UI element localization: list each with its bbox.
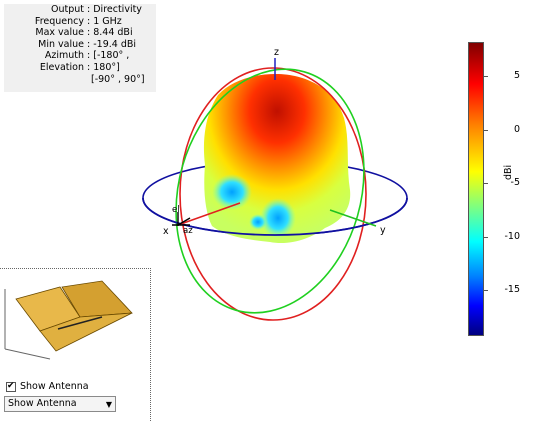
colorbar-tick-label: -5 — [510, 177, 520, 188]
triad-diagonal — [177, 217, 191, 226]
colorbar-tick — [484, 76, 488, 77]
info-value: 180°] — [93, 61, 120, 73]
antenna-display-dropdown[interactable]: Show Antenna ▼ — [4, 396, 116, 412]
colorbar-unit-label: dBi — [503, 164, 514, 180]
antenna-preview-panel — [0, 268, 151, 421]
null-region-center — [260, 198, 296, 238]
z-axis-label: z — [274, 47, 279, 58]
info-row-elevation: Elevation: 180°] — [4, 62, 156, 74]
dipole-feed — [57, 316, 103, 330]
colorbar-tick — [484, 237, 488, 238]
colorbar-tick-label: -15 — [504, 284, 520, 295]
x-axis-label: x — [163, 226, 169, 237]
colorbar-tick — [484, 290, 488, 291]
reflector-bottom-plate — [39, 312, 133, 352]
show-antenna-checkbox-label: Show Antenna — [20, 381, 89, 392]
info-value: 1 GHz — [93, 15, 122, 27]
info-value: -19.4 dBi — [93, 38, 137, 50]
checkbox-box[interactable] — [6, 381, 16, 392]
antenna-model — [4, 280, 133, 360]
info-value: 8.44 dBi — [93, 27, 133, 39]
show-antenna-checkbox[interactable]: Show Antenna — [6, 381, 89, 392]
info-key: Min value — [38, 38, 84, 50]
info-row-min: Min value: -19.4 dBi — [4, 39, 156, 51]
info-row-frequency: Frequency: 1 GHz — [4, 16, 156, 28]
info-key: Elevation — [39, 61, 84, 73]
dropdown-value: Show Antenna — [8, 398, 77, 409]
x-axis — [177, 202, 241, 226]
null-region-small — [249, 214, 267, 230]
colorbar-tick — [484, 130, 488, 131]
elevation-ring-red — [179, 67, 367, 321]
info-value: [-180° , — [93, 50, 130, 62]
info-row-max: Max value: 8.44 dBi — [4, 27, 156, 39]
info-row-azimuth: Azimuth: [-180° , — [4, 50, 156, 62]
info-key: Max value — [35, 27, 84, 39]
triad-az-label: az — [183, 226, 193, 236]
azimuth-ring-front — [142, 197, 408, 236]
y-axis-label: y — [380, 225, 386, 236]
info-key: Output — [51, 4, 84, 15]
info-key: Azimuth — [44, 50, 84, 62]
chevron-down-icon[interactable]: ▼ — [105, 400, 112, 409]
info-panel: Output: Directivity Frequency: 1 GHz Max… — [4, 4, 156, 92]
colorbar-tick — [484, 183, 488, 184]
null-region-left — [212, 174, 252, 210]
elevation-ring-green — [175, 68, 365, 314]
info-key: Frequency — [34, 15, 84, 27]
colorbar-tick-label: 5 — [513, 70, 520, 81]
colorbar-tick-label: 0 — [513, 124, 520, 135]
y-axis — [329, 209, 377, 227]
info-value: Directivity — [93, 4, 142, 15]
triad-el-label: el — [172, 205, 180, 215]
info-row-output: Output: Directivity — [4, 4, 156, 16]
colorbar — [468, 42, 484, 336]
info-extra-line: [-90° , 90°] — [91, 73, 145, 85]
colorbar-tick-label: -10 — [504, 231, 520, 242]
